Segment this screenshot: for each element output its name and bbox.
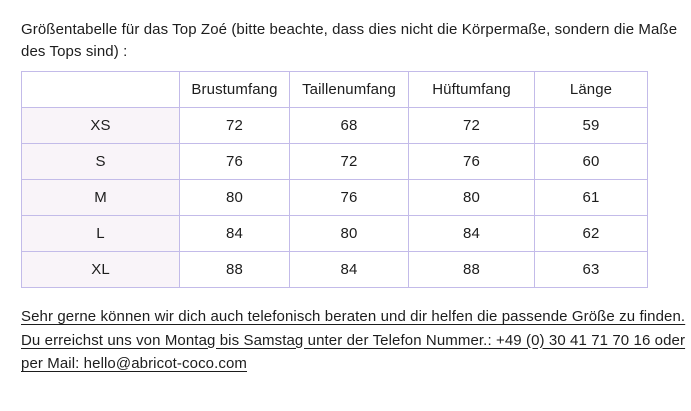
table-row: XS 72 68 72 59 <box>21 107 648 144</box>
column-header-brustumfang: Brustumfang <box>179 71 290 108</box>
measurement-cell: 88 <box>179 251 290 288</box>
intro-text: Größentabelle für das Top Zoé (bitte bea… <box>21 19 678 63</box>
measurement-cell: 80 <box>408 179 535 216</box>
contact-note: Sehr gerne können wir dich auch telefoni… <box>21 305 686 376</box>
measurement-cell: 68 <box>289 107 409 144</box>
table-row: S 76 72 76 60 <box>21 143 648 180</box>
measurement-cell: 60 <box>534 143 648 180</box>
size-label: XS <box>21 107 180 144</box>
size-label: S <box>21 143 180 180</box>
size-table: Brustumfang Taillenumfang Hüftumfang Län… <box>21 71 648 288</box>
corner-header-cell <box>21 71 180 108</box>
column-header-taillenumfang: Taillenumfang <box>289 71 409 108</box>
measurement-cell: 72 <box>179 107 290 144</box>
table-row: XL 88 84 88 63 <box>21 251 648 288</box>
size-label: L <box>21 215 180 252</box>
size-guide-section: Größentabelle für das Top Zoé (bitte bea… <box>21 19 686 376</box>
table-row: L 84 80 84 62 <box>21 215 648 252</box>
intro-text-line: des Tops sind) : <box>21 43 128 60</box>
measurement-cell: 61 <box>534 179 648 216</box>
measurement-cell: 62 <box>534 215 648 252</box>
measurement-cell: 72 <box>289 143 409 180</box>
column-header-hueftumfang: Hüftumfang <box>408 71 535 108</box>
measurement-cell: 72 <box>408 107 535 144</box>
contact-note-line-phone[interactable]: Du erreichst uns von Montag bis Samstag … <box>21 331 686 349</box>
measurement-cell: 84 <box>289 251 409 288</box>
measurement-cell: 76 <box>289 179 409 216</box>
table-row: M 80 76 80 61 <box>21 179 648 216</box>
size-label: XL <box>21 251 180 288</box>
measurement-cell: 84 <box>408 215 535 252</box>
measurement-cell: 59 <box>534 107 648 144</box>
contact-note-line[interactable]: Sehr gerne können wir dich auch telefoni… <box>21 308 686 325</box>
contact-note-line-email[interactable]: per Mail: hello@abricot-coco.com <box>21 355 248 372</box>
size-label: M <box>21 179 180 216</box>
measurement-cell: 76 <box>179 143 290 180</box>
measurement-cell: 88 <box>408 251 535 288</box>
column-header-laenge: Länge <box>534 71 648 108</box>
measurement-cell: 80 <box>179 179 290 216</box>
measurement-cell: 80 <box>289 215 409 252</box>
intro-text-line: Größentabelle für das Top Zoé (bitte bea… <box>21 21 678 38</box>
measurement-cell: 63 <box>534 251 648 288</box>
measurement-cell: 84 <box>179 215 290 252</box>
measurement-cell: 76 <box>408 143 535 180</box>
table-header-row: Brustumfang Taillenumfang Hüftumfang Län… <box>21 71 648 108</box>
